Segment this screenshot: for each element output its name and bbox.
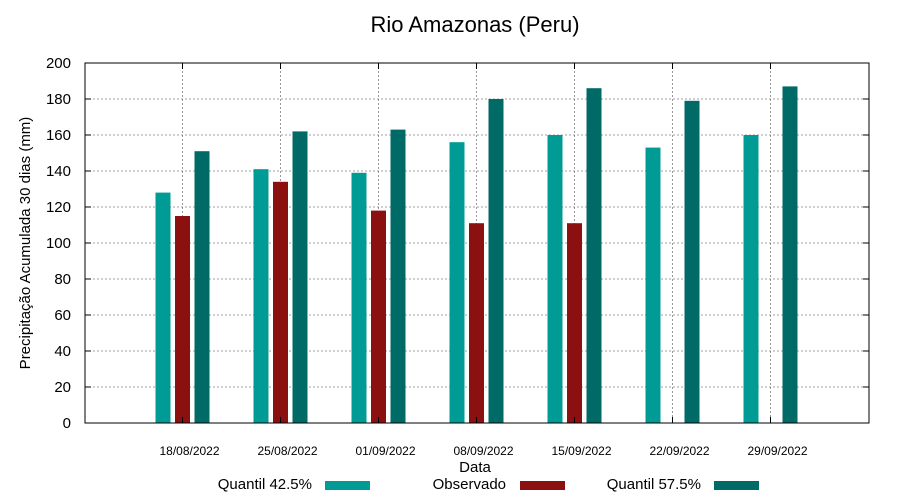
x-tick-label: 18/08/2022 — [159, 444, 219, 458]
legend: Quantil 42.5% Observado Quantil 57.5% — [218, 476, 759, 493]
y-tick-label: 120 — [46, 199, 71, 216]
y-tick-label: 180 — [46, 91, 71, 108]
bar-quantil-42-5--4 — [547, 135, 563, 423]
y-axis-label: Precipitação Acumulada 30 dias (mm) — [17, 117, 34, 370]
bar-quantil-57-5--1 — [292, 131, 308, 423]
bar-observado-0 — [175, 216, 190, 423]
x-tick-label: 29/09/2022 — [747, 444, 807, 458]
y-tick-label: 40 — [54, 343, 71, 360]
x-tick-label: 22/09/2022 — [649, 444, 709, 458]
x-axis-label: Data — [459, 459, 491, 476]
bar-observado-4 — [567, 223, 582, 423]
x-axis-ticks: 18/08/2022 25/08/2022 01/09/2022 08/09/2022… — [159, 63, 808, 458]
chart-title: Rio Amazonas (Peru) — [370, 12, 579, 37]
y-tick-label: 80 — [54, 271, 71, 288]
legend-swatch-quantil-42-5- — [325, 481, 370, 490]
y-tick-label: 20 — [54, 379, 71, 396]
bar-quantil-57-5--2 — [390, 129, 406, 423]
bar-quantil-57-5--3 — [488, 99, 504, 423]
bars — [155, 86, 798, 424]
bar-quantil-57-5--6 — [782, 86, 798, 424]
bar-quantil-42-5--1 — [253, 169, 269, 423]
y-tick-label: 200 — [46, 55, 71, 72]
y-tick-label: 140 — [46, 163, 71, 180]
bar-quantil-42-5--5 — [645, 147, 661, 423]
legend-label-observado: Observado — [433, 476, 506, 493]
bar-quantil-42-5--2 — [351, 172, 367, 423]
bar-quantil-42-5--6 — [743, 135, 759, 423]
x-tick-label: 08/09/2022 — [453, 444, 513, 458]
y-tick-label: 60 — [54, 307, 71, 324]
legend-swatch-observado — [520, 481, 565, 490]
x-tick-label: 01/09/2022 — [355, 444, 415, 458]
bar-quantil-42-5--3 — [449, 142, 465, 423]
legend-label-quantil-57-5-: Quantil 57.5% — [607, 476, 701, 493]
bar-observado-2 — [371, 210, 386, 423]
y-axis-ticks: 0 20 40 60 80 100 120 140 160 180 200 — [46, 55, 869, 432]
bar-quantil-57-5--0 — [194, 151, 210, 423]
bar-observado-3 — [469, 223, 484, 423]
y-tick-label: 0 — [63, 415, 71, 432]
bar-quantil-42-5--0 — [155, 192, 171, 423]
x-tick-label: 15/09/2022 — [551, 444, 611, 458]
bar-observado-1 — [273, 181, 288, 423]
y-tick-label: 160 — [46, 127, 71, 144]
x-tick-label: 25/08/2022 — [257, 444, 317, 458]
legend-swatch-quantil-57-5- — [714, 481, 759, 490]
y-tick-label: 100 — [46, 235, 71, 252]
bar-quantil-57-5--5 — [684, 100, 700, 424]
bar-quantil-57-5--4 — [586, 88, 602, 423]
legend-label-quantil-42-5-: Quantil 42.5% — [218, 476, 312, 493]
